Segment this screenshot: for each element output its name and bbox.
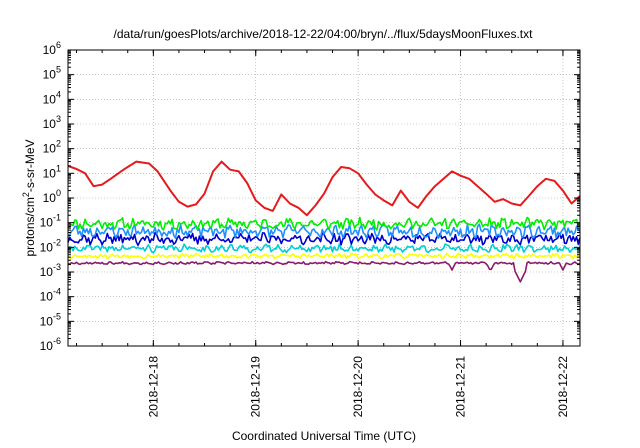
x-tick-label: 2018-12-18: [146, 356, 160, 418]
series-line-6: [67, 252, 581, 260]
y-tick-label: 101: [43, 163, 61, 180]
y-tick-label: 106: [43, 40, 61, 57]
y-tick-label: 10-2: [40, 237, 61, 254]
y-tick-label: 10-6: [40, 336, 61, 353]
y-axis: 106 105 104 103 102 101 100 10-1 10-2 10-3 10-4 10-…: [40, 40, 580, 353]
y-tick-label: 10-1: [40, 213, 61, 230]
y-axis-label: protons/cm2-s-sr-MeV: [21, 139, 37, 256]
x-tick-label: 2018-12-22: [556, 356, 570, 418]
y-tick-label: 103: [43, 114, 61, 131]
x-axis-label: Coordinated Universal Time (UTC): [232, 429, 416, 443]
x-tick-label: 2018-12-20: [351, 356, 365, 418]
y-tick-label: 102: [43, 139, 61, 156]
y-tick-label: 10-3: [40, 262, 61, 279]
series-line-7: [67, 260, 581, 283]
series-line-1: [67, 160, 581, 217]
y-tick-label: 10-4: [40, 287, 61, 304]
series-line-4: [67, 232, 581, 247]
series-line-2: [67, 216, 581, 231]
grid: [68, 50, 580, 346]
y-tick-label: 105: [43, 65, 61, 82]
x-tick-label: 2018-12-19: [249, 356, 263, 418]
x-axis: 2018-12-18 2018-12-19 2018-12-20 2018-12-21…: [76, 50, 570, 418]
series-line-3: [67, 223, 581, 240]
series-line-5: [67, 243, 581, 254]
y-tick-label: 10-5: [40, 311, 61, 328]
y-tick-label: 100: [43, 188, 61, 205]
chart-title: /data/run/goesPlots/archive/2018-12-22/0…: [114, 27, 534, 41]
y-tick-label: 104: [43, 89, 61, 106]
series-layer: [67, 160, 581, 283]
x-tick-label: 2018-12-21: [454, 356, 468, 418]
